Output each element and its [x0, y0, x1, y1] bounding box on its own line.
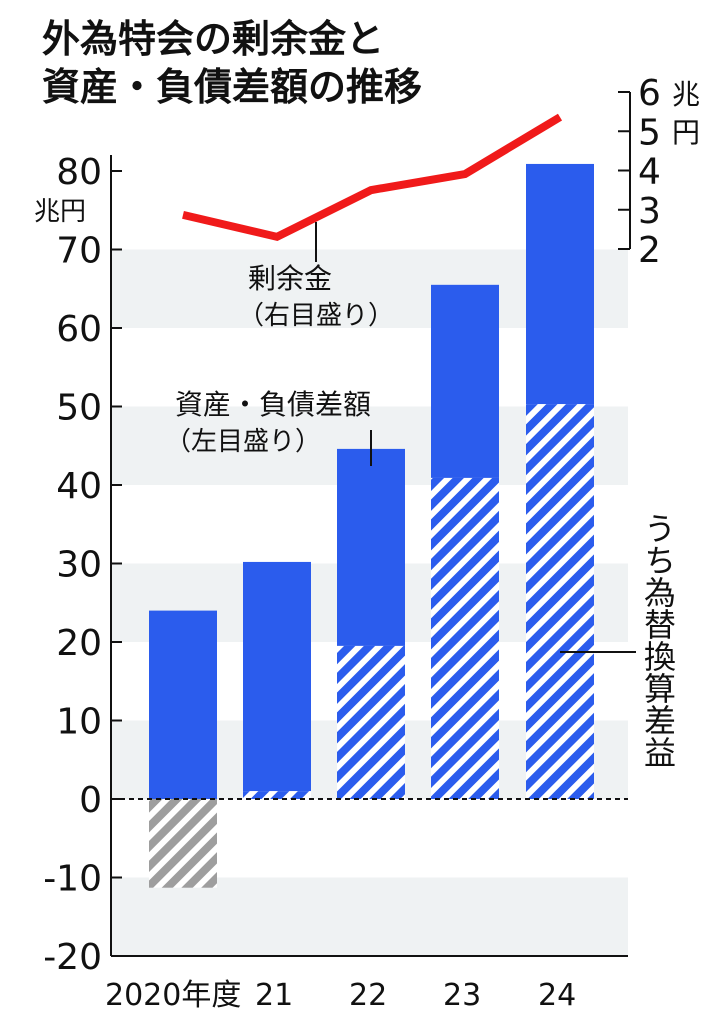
bar-fx-loss	[149, 799, 217, 888]
left-tick-label: 20	[56, 623, 102, 664]
right-axis-unit-2: 円	[672, 116, 700, 149]
label-fx-gain: うち為替換算差益	[639, 512, 677, 768]
bar-asset-liability	[431, 284, 499, 478]
x-tick-label: 24	[538, 978, 576, 1013]
left-tick-label: 10	[56, 702, 102, 743]
bar-fx-gain	[243, 791, 311, 799]
x-tick-label: 22	[349, 978, 387, 1013]
right-tick-label: 4	[638, 152, 661, 193]
left-tick-label: 40	[56, 466, 102, 507]
surplus-line	[182, 113, 563, 242]
x-tick-label: 23	[443, 978, 481, 1013]
x-tick-label: 21	[255, 978, 293, 1013]
bar-asset-liability	[149, 610, 217, 799]
label-asset-liability: 資産・負債差額	[175, 388, 371, 421]
bar-asset-liability	[337, 448, 405, 646]
chart-title-line1: 外為特会の剰余金と	[42, 17, 384, 61]
left-tick-label: 30	[56, 545, 102, 586]
right-tick-label: 5	[638, 112, 661, 153]
left-axis-unit: 兆円	[34, 197, 86, 227]
left-tick-label: 70	[56, 231, 102, 272]
bar-asset-liability	[243, 561, 311, 792]
bar-fx-gain	[526, 404, 594, 799]
label-surplus: 剰余金	[248, 262, 332, 295]
grid-band	[111, 877, 628, 956]
bar-fx-gain	[337, 645, 405, 799]
label-surplus-note: （右目盛り）	[238, 301, 394, 331]
right-tick-label: 6	[638, 73, 661, 114]
left-tick-label: -20	[43, 937, 102, 978]
left-tick-label: 80	[56, 152, 102, 193]
label-asset-liability-note: （左目盛り）	[165, 427, 321, 457]
right-axis-unit-1: 兆	[672, 78, 700, 111]
left-tick-label: 0	[79, 780, 102, 821]
left-tick-label: 50	[56, 388, 102, 429]
bar-asset-liability	[526, 163, 594, 405]
x-tick-label: 2020年度	[105, 978, 241, 1013]
bar-fx-gain	[431, 477, 499, 799]
left-tick-label: -10	[43, 859, 102, 900]
chart-title-line2: 資産・負債差額の推移	[42, 65, 422, 109]
right-tick-label: 2	[638, 230, 661, 271]
left-tick-label: 60	[56, 309, 102, 350]
right-tick-label: 3	[638, 191, 661, 232]
